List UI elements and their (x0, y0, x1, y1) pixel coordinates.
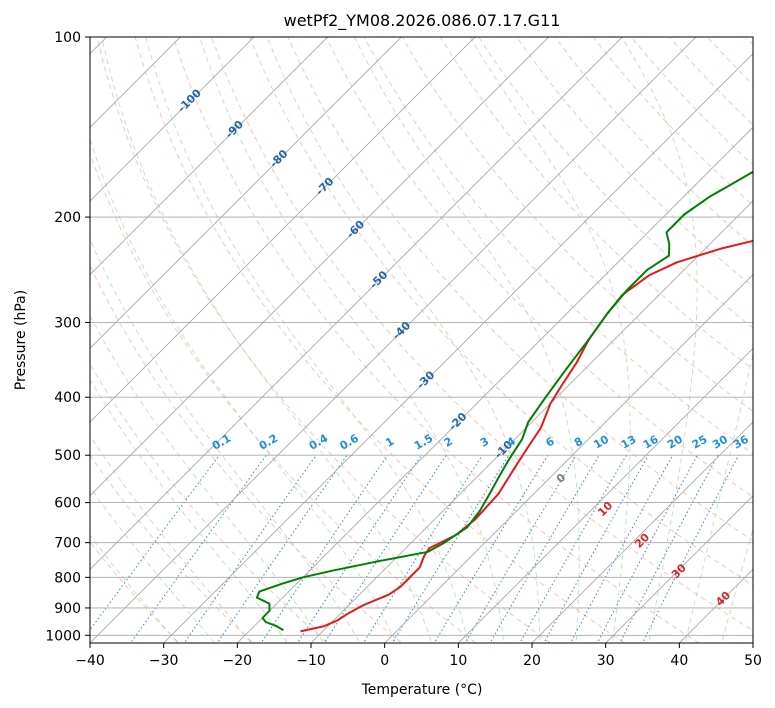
y-tick-label: 900 (54, 601, 81, 617)
x-tick-label: −20 (223, 653, 253, 669)
dry-adiabat (401, 37, 753, 412)
y-tick-label: 800 (54, 570, 81, 586)
isotherm-line (90, 37, 550, 497)
x-tick-label: 30 (597, 653, 615, 669)
moist-adiabat (101, 37, 433, 643)
y-tick-label: 500 (54, 448, 81, 464)
isotherm-line (310, 200, 753, 643)
moist-adiabat (90, 137, 397, 643)
isotherm-line (90, 37, 697, 643)
mixing-ratio-line (216, 454, 348, 643)
isotherm-line (90, 37, 255, 202)
dry-adiabat (90, 151, 477, 643)
mixing-ratio-line (129, 454, 267, 643)
dry-adiabat (249, 37, 753, 586)
y-tick-label: 300 (54, 315, 81, 331)
y-tick-label: 100 (54, 30, 81, 46)
dry-adiabat (90, 541, 180, 643)
x-tick-label: 40 (670, 653, 688, 669)
isotherm-line (90, 37, 623, 570)
x-tick-label: −30 (149, 653, 179, 669)
background-lines (90, 37, 753, 643)
chart-title: wetPf2_YM08.2026.086.07.17.G11 (284, 11, 561, 31)
moist-adiabat (90, 378, 289, 643)
x-tick-label: 50 (744, 653, 762, 669)
grid-lines (90, 37, 753, 643)
x-tick-label: −10 (296, 653, 326, 669)
y-tick-label: 200 (54, 210, 81, 226)
mixing-ratio-line (569, 454, 674, 643)
moist-adiabat (469, 37, 631, 643)
x-tick-label: 0 (380, 653, 389, 669)
moist-adiabat (90, 534, 179, 643)
isotherm-line (90, 37, 329, 276)
mixing-ratio-line (296, 454, 422, 643)
mixing-ratio-line (464, 454, 577, 643)
mixing-ratio-line (323, 454, 447, 643)
isotherm-line (90, 37, 476, 423)
dry-adiabat (172, 37, 700, 643)
moist-adiabat (90, 314, 325, 643)
y-tick-label: 1000 (45, 628, 81, 644)
plot-frame (89, 36, 754, 644)
dry-adiabat (90, 363, 329, 643)
mixing-ratio-line (90, 454, 220, 631)
isotherm-line (384, 274, 753, 643)
y-tick-label: 700 (54, 536, 81, 552)
x-axis: −40 −30 −20 −10 0 10 20 30 40 50 (75, 643, 762, 669)
series-group (255, 170, 753, 633)
mixing-ratio-line (596, 454, 698, 643)
dry-adiabat (211, 37, 753, 632)
dry-adiabat (96, 37, 552, 643)
y-axis: 1000 900 800 700 600 500 400 300 200 100 (45, 30, 90, 644)
mixing-ratio-line (619, 454, 719, 643)
moist-adiabat (199, 37, 505, 643)
dry-adiabat (440, 37, 753, 370)
series-line-1 (300, 239, 753, 633)
dry-adiabat (90, 454, 254, 643)
moist-adiabat (90, 435, 252, 643)
series-line-2 (255, 170, 753, 631)
mixing-ratio-line (391, 454, 510, 643)
moist-adiabat (266, 37, 541, 643)
y-tick-label: 600 (54, 496, 81, 512)
isotherm-line (90, 37, 402, 349)
y-axis-label: Pressure (hPa) (13, 290, 29, 390)
isotherm-line (163, 53, 753, 643)
isotherm-line (531, 421, 753, 643)
isotherm-line (457, 347, 753, 643)
y-tick-label: 400 (54, 390, 81, 406)
x-tick-label: 10 (449, 653, 467, 669)
dry-adiabat (134, 37, 626, 643)
dry-adiabat (516, 37, 753, 288)
mixing-ratio-line (362, 454, 483, 643)
x-tick-label: 20 (523, 653, 541, 669)
mixing-ratio-line (183, 454, 317, 643)
isotherm-line (605, 495, 753, 643)
x-tick-label: −40 (75, 653, 105, 669)
moist-adiabat (684, 351, 753, 643)
x-axis-label: Temperature (°C) (361, 682, 483, 698)
moist-adiabat (90, 486, 216, 643)
moist-adiabat (90, 237, 361, 643)
moist-adiabat (621, 37, 698, 643)
